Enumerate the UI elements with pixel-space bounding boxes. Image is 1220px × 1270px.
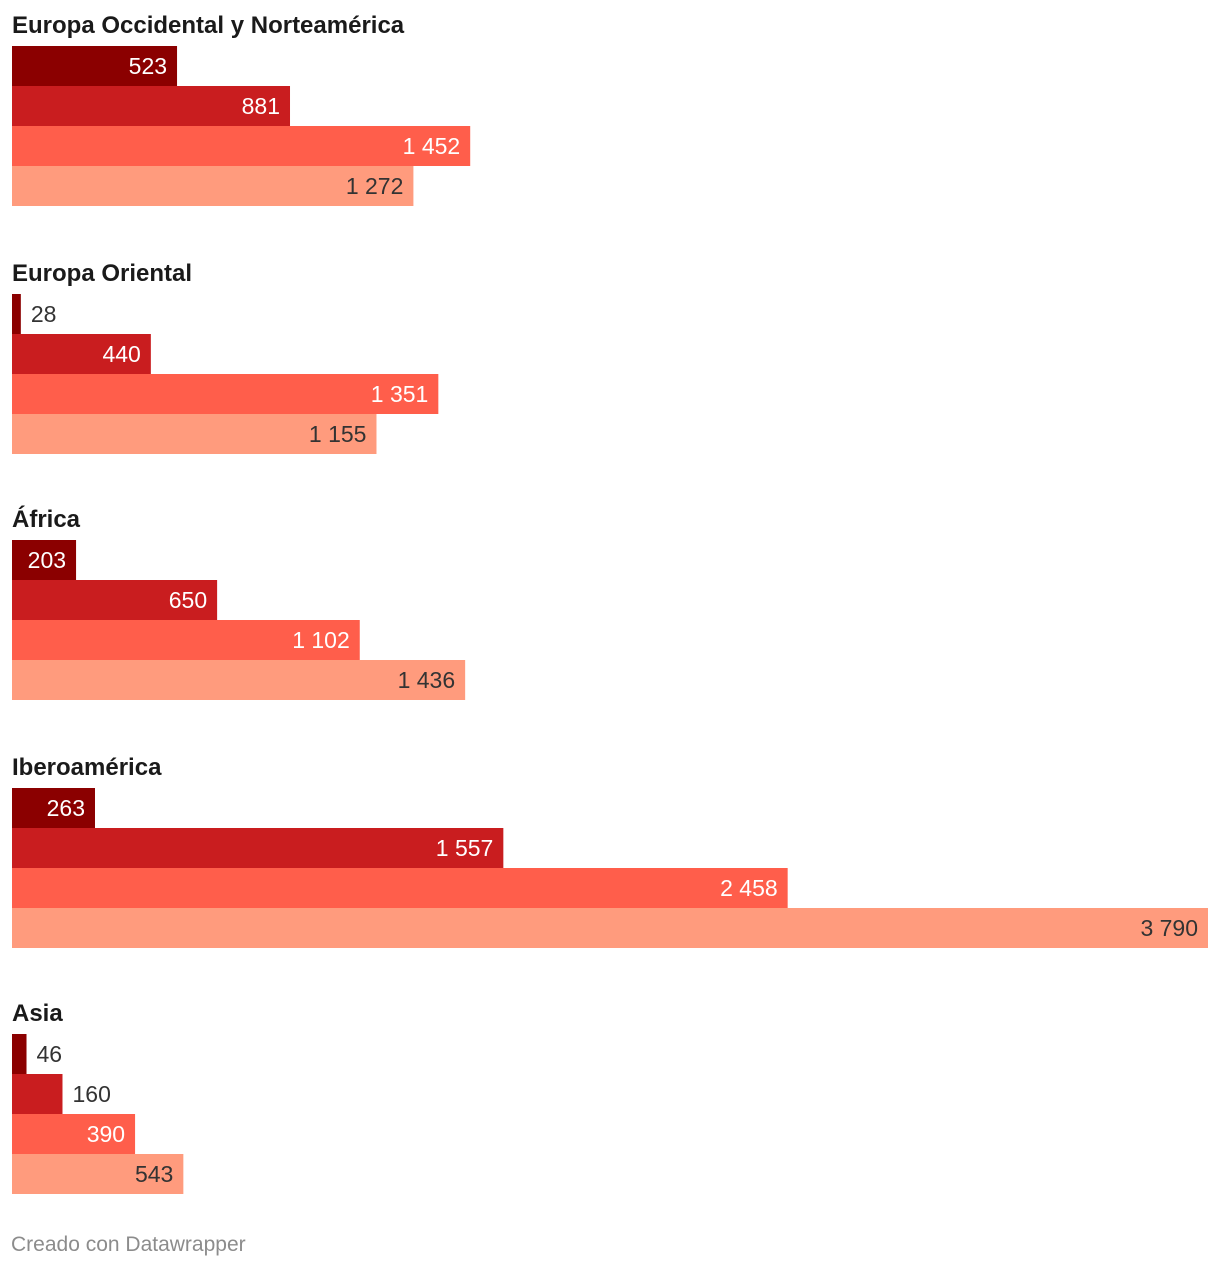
group-title: Europa Oriental [12, 260, 192, 287]
group-title: Asia [12, 1000, 63, 1027]
bar-value-label: 46 [37, 1041, 63, 1067]
bar-value-label: 263 [47, 795, 85, 821]
bar [12, 46, 178, 86]
group-title: Europa Occidental y Norteamérica [12, 12, 405, 39]
bar-value-label: 523 [129, 53, 167, 79]
bar-value-label: 160 [72, 1081, 110, 1107]
bar-value-label: 2 458 [720, 875, 778, 901]
bar [12, 1114, 136, 1154]
bar [12, 580, 218, 620]
bar-value-label: 543 [135, 1161, 173, 1187]
bar-value-label: 881 [242, 93, 280, 119]
credit-text: Creado con Datawrapper [11, 1233, 246, 1256]
bar [12, 620, 360, 660]
bar [12, 828, 504, 868]
bar [12, 868, 788, 908]
bar [12, 294, 21, 334]
bar-value-label: 1 155 [309, 421, 367, 447]
bar [12, 374, 439, 414]
bar-value-label: 390 [87, 1121, 125, 1147]
bar [12, 660, 466, 700]
bar-value-label: 1 272 [346, 173, 404, 199]
bar-value-label: 1 351 [371, 381, 429, 407]
bar-value-label: 3 790 [1140, 915, 1198, 941]
bar-value-label: 1 436 [398, 667, 456, 693]
bar-value-label: 650 [169, 587, 207, 613]
bar [12, 540, 77, 580]
bar-value-label: 1 452 [403, 133, 461, 159]
bar-value-label: 1 557 [436, 835, 494, 861]
bar-value-label: 440 [102, 341, 140, 367]
bar [12, 86, 291, 126]
bar [12, 908, 1208, 948]
bar-value-label: 1 102 [292, 627, 350, 653]
group-title: Iberoamérica [12, 754, 162, 781]
bar [12, 166, 414, 206]
bar [12, 1034, 27, 1074]
bar [12, 788, 95, 828]
bar-value-label: 203 [28, 547, 66, 573]
bar [12, 334, 151, 374]
bar [12, 1154, 184, 1194]
bar-value-label: 28 [31, 301, 57, 327]
bar [12, 1074, 63, 1114]
group-title: África [12, 505, 81, 533]
bar [12, 414, 377, 454]
bar [12, 126, 471, 166]
grouped-bar-chart: Europa Occidental y Norteamérica 523 881 1 … [12, 12, 1208, 1194]
